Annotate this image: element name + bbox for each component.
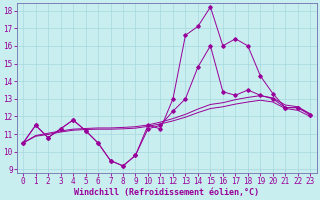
X-axis label: Windchill (Refroidissement éolien,°C): Windchill (Refroidissement éolien,°C) — [74, 188, 259, 197]
